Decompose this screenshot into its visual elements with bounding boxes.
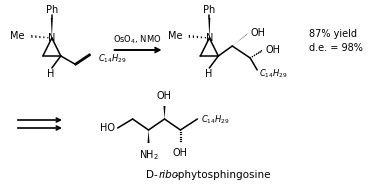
Text: Me: Me <box>11 31 25 41</box>
Text: $C_{14}H_{29}$: $C_{14}H_{29}$ <box>201 114 230 126</box>
Text: 87% yield: 87% yield <box>309 29 357 39</box>
Text: OsO$_4$, NMO: OsO$_4$, NMO <box>113 34 162 46</box>
Polygon shape <box>164 106 166 119</box>
Text: OH: OH <box>173 148 188 158</box>
Polygon shape <box>51 18 53 38</box>
Text: D-: D- <box>146 170 158 180</box>
Text: H: H <box>204 69 212 79</box>
Text: Ph: Ph <box>203 5 215 15</box>
Text: Ph: Ph <box>46 5 58 15</box>
Text: H: H <box>47 69 54 79</box>
Text: N: N <box>48 33 56 43</box>
Text: HO: HO <box>100 123 115 133</box>
Text: Me: Me <box>168 31 183 41</box>
Text: -phytosphingosine: -phytosphingosine <box>175 170 271 180</box>
Text: OH: OH <box>250 28 265 38</box>
Text: $C_{14}H_{29}$: $C_{14}H_{29}$ <box>98 53 127 65</box>
Text: N: N <box>206 33 213 43</box>
Text: ribo: ribo <box>158 170 179 180</box>
Text: OH: OH <box>157 91 172 101</box>
Text: $C_{14}H_{29}$: $C_{14}H_{29}$ <box>259 68 288 80</box>
Text: d.e. = 98%: d.e. = 98% <box>309 43 363 53</box>
Polygon shape <box>147 130 150 143</box>
Text: NH$_2$: NH$_2$ <box>139 148 158 162</box>
Text: OH: OH <box>265 45 280 55</box>
Polygon shape <box>232 33 248 46</box>
Polygon shape <box>208 18 210 38</box>
